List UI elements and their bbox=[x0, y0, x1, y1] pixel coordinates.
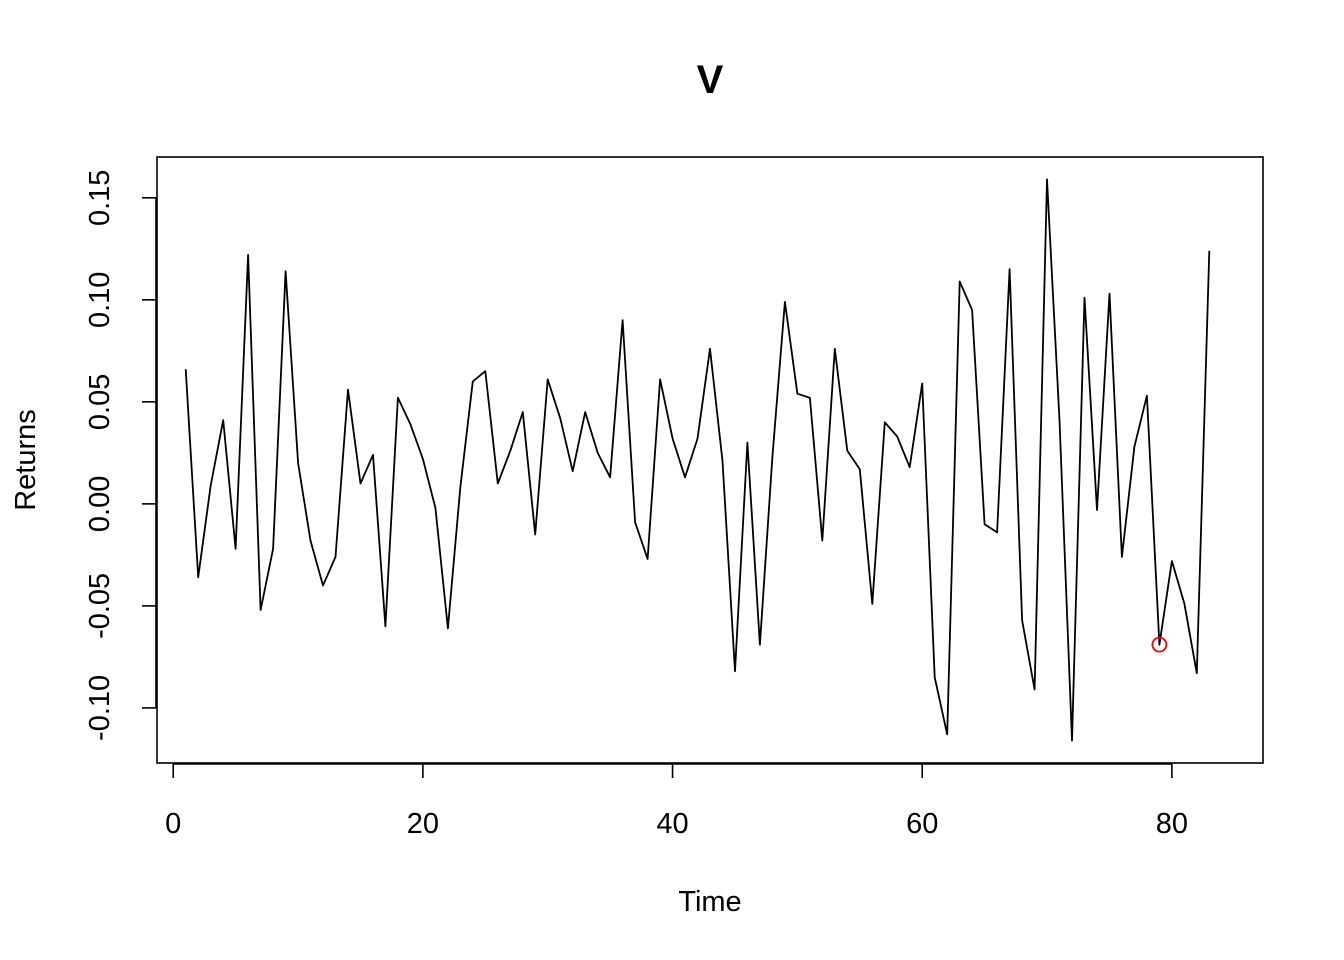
x-axis-label: Time bbox=[678, 886, 741, 918]
plot-frame bbox=[156, 156, 1264, 764]
x-axis: 0 20 40 60 80 bbox=[165, 763, 1188, 840]
x-tick-label: 40 bbox=[656, 808, 688, 840]
returns-series-line bbox=[184, 178, 1211, 742]
x-tick-label: 60 bbox=[906, 808, 938, 840]
y-tick-label: 0.05 bbox=[84, 374, 116, 430]
x-tick-label: 20 bbox=[407, 808, 439, 840]
y-tick-label: -0.10 bbox=[84, 675, 116, 741]
x-tick-label: 80 bbox=[1156, 808, 1188, 840]
highlight-point-marker bbox=[1151, 636, 1168, 653]
y-tick-label: 0.10 bbox=[84, 272, 116, 328]
chart-title: V bbox=[697, 58, 724, 102]
y-axis: -0.10 -0.05 0.00 0.05 0.10 0.15 bbox=[84, 170, 157, 741]
y-axis-label: Returns bbox=[10, 409, 42, 511]
x-tick-label: 0 bbox=[165, 808, 181, 840]
y-tick-label: 0.15 bbox=[84, 170, 116, 226]
y-tick-label: 0.00 bbox=[84, 476, 116, 532]
y-tick-label: -0.05 bbox=[84, 573, 116, 639]
